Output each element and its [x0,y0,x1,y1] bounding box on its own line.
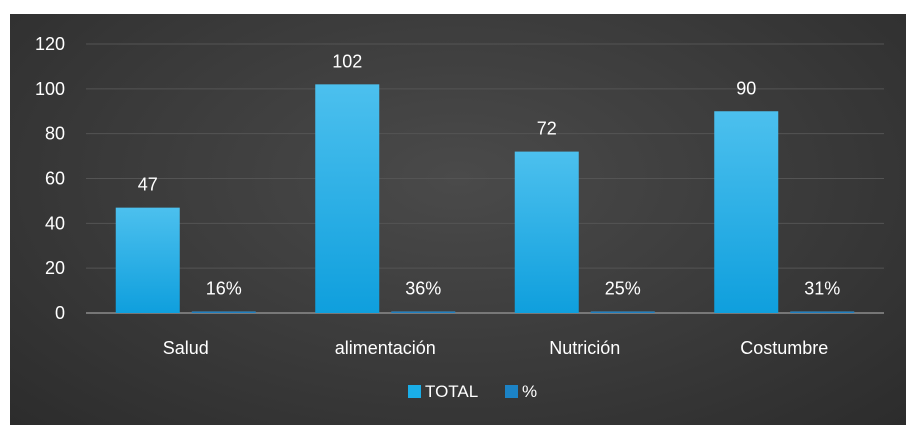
legend-swatch-percent [505,385,518,398]
x-category-label: alimentación [335,338,436,358]
y-tick-label: 80 [45,124,65,144]
data-label: 47 [138,175,158,195]
y-tick-label: 20 [45,258,65,278]
legend: TOTAL% [408,382,537,401]
data-label: 36% [405,279,441,299]
y-tick-label: 0 [55,303,65,323]
y-tick-label: 100 [35,79,65,99]
data-label: 72 [537,119,557,139]
y-tick-label: 60 [45,169,65,189]
bar-total [315,84,380,313]
legend-label: TOTAL [425,382,478,401]
data-label: 90 [736,78,756,98]
bar-chart: 0 20 40 60 80 100 120 47 16% 102 36% 72 25% 90 31% Sa… [35,34,884,401]
bar-total [714,111,779,313]
bar-percent [391,311,456,313]
y-tick-label: 40 [45,213,65,233]
y-axis-ticks: 0 20 40 60 80 100 120 [35,34,65,323]
data-label: 25% [605,279,641,299]
x-category-label: Salud [163,338,209,358]
y-tick-label: 120 [35,34,65,54]
bar-percent [590,311,655,313]
data-label: 102 [332,51,362,71]
x-axis-categories: Salud alimentación Nutrición Costumbre [163,338,829,358]
x-category-label: Costumbre [740,338,828,358]
chart-area: 0 20 40 60 80 100 120 47 16% 102 36% 72 25% 90 31% Sa… [10,14,906,425]
x-category-label: Nutrición [549,338,620,358]
legend-swatch-total [408,385,421,398]
bars [115,84,855,313]
bar-percent [790,311,855,313]
data-label: 31% [804,279,840,299]
data-labels: 47 16% 102 36% 72 25% 90 31% [138,51,841,298]
legend-label: % [522,382,537,401]
bar-percent [191,311,256,313]
bar-total [514,151,579,313]
bar-total [115,207,180,313]
data-label: 16% [206,279,242,299]
